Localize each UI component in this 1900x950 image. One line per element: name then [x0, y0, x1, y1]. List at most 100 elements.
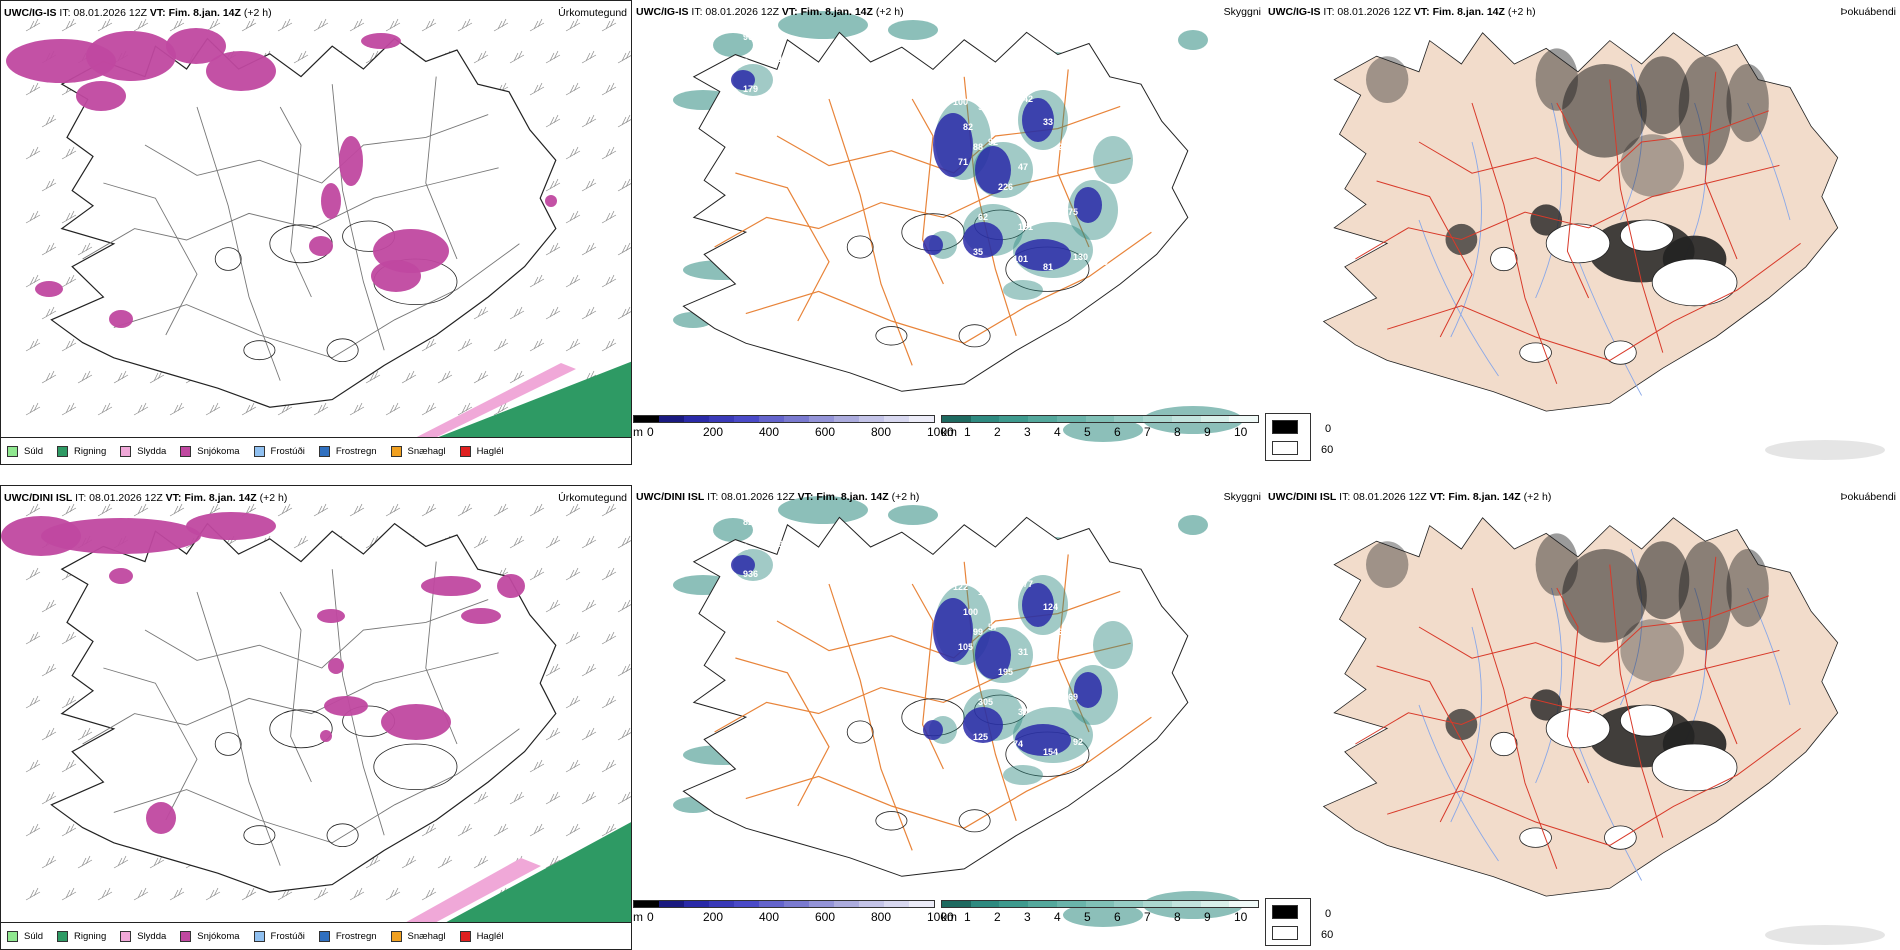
river-line [1535, 102, 1563, 299]
fog-legend-row [1272, 441, 1310, 455]
road-line [1376, 665, 1473, 823]
glacier-outline [326, 823, 359, 848]
wind-barb [61, 146, 77, 160]
road-line [1556, 587, 1590, 784]
wind-barb [133, 503, 149, 517]
road-line [1057, 69, 1090, 248]
wind-barb [365, 370, 381, 384]
wind-barb [205, 18, 221, 32]
cloud-base-area [731, 555, 755, 575]
visibility-tick: 1 [964, 910, 971, 924]
glacier-outline [1619, 704, 1674, 737]
wind-barb [25, 18, 41, 32]
glacier-outline [1490, 246, 1518, 272]
iceland-outline [50, 37, 557, 408]
cloud-base-value: 97 [1013, 202, 1023, 212]
colorbar-cell [834, 901, 859, 907]
init-time: IT: 08.01.2026 12Z [1336, 491, 1430, 503]
road-line [714, 157, 1131, 248]
wind-barb [509, 535, 525, 549]
road-line [113, 728, 520, 844]
wind-barb [493, 402, 509, 416]
cloud-base-value: 124 [1043, 602, 1058, 612]
legend-swatch [253, 930, 265, 942]
wind-barb [421, 887, 437, 901]
precip-legend: Súld Rigning Slydda Snjókoma Frostúði Frostre… [1, 922, 631, 949]
visibility-panel: 827 141 218 99 936 122 108 82 77 100 124 63 99 57 105 3… [633, 485, 1265, 950]
fog-indicator-panel: UWC/IG-IS IT: 08.01.2026 12Z VT: Fim. 8.… [1265, 0, 1900, 465]
valid-time: Fim. 8.jan. 14Z [816, 491, 889, 503]
fog-area [1620, 619, 1684, 682]
colorbar-cell [1056, 901, 1086, 907]
visibility-tick: 10 [1234, 425, 1248, 439]
road-line [1387, 727, 1801, 846]
fog-area [1530, 689, 1563, 721]
snow-area [317, 609, 345, 623]
snow-area [545, 195, 557, 207]
road-line [103, 667, 198, 821]
legend-item: Snæhagl [390, 930, 446, 942]
wind-barb [581, 791, 597, 805]
panel-header: UWC/IG-IS IT: 08.01.2026 12Z VT: Fim. 8.… [4, 7, 272, 19]
wind-barb [565, 823, 581, 837]
fog-swatch-black [1272, 905, 1298, 919]
wind-barb [581, 306, 597, 320]
legend-swatch [57, 930, 69, 942]
colorbar-cell [1085, 901, 1115, 907]
legend-item: Súld [7, 930, 44, 942]
cloud-base-value: 82 [1003, 589, 1013, 599]
legend-label: Slydda [137, 930, 167, 942]
colorbar-cell [859, 416, 884, 422]
wind-barb [565, 82, 581, 96]
glacier-outline [1604, 825, 1637, 850]
wind-barb [97, 887, 113, 901]
fog-legend-row [1272, 905, 1310, 919]
valid-time-label: VT: [165, 492, 185, 504]
legend-label: Rigning [74, 445, 107, 457]
visibility-colorbar [941, 900, 1259, 908]
cloud-base-value: 257 [1193, 390, 1208, 400]
colorbar-cell [1114, 901, 1144, 907]
road-line [331, 84, 385, 351]
fog-area [1562, 549, 1647, 643]
fog-area [1678, 541, 1732, 651]
wind-barb [457, 338, 473, 352]
cloud-base-area [1022, 98, 1054, 142]
colorbar-cell [1143, 416, 1172, 422]
cloud-base-value: 94 [978, 102, 988, 112]
road-line [714, 642, 1131, 733]
fog-legend [1265, 413, 1311, 461]
legend-swatch [253, 445, 265, 457]
snow-area [461, 608, 501, 624]
wind-barb [61, 823, 77, 837]
cloudbase-tick: 600 [815, 425, 836, 439]
legend-item: Rigning [57, 930, 106, 942]
road-line [1376, 180, 1473, 338]
legend-label: Súld [24, 930, 44, 942]
cloudbase-unit: m [633, 910, 643, 924]
iceland-outline [682, 516, 1189, 877]
cloud-base-value: 827 [743, 517, 758, 527]
init-time: IT: 08.01.2026 12Z [72, 492, 166, 504]
wind-barb [169, 402, 185, 416]
road-line [82, 167, 499, 260]
cloud-base-area [731, 70, 755, 90]
wind-barb [41, 663, 57, 677]
wind-barb [61, 887, 77, 901]
legend-swatch [7, 445, 18, 457]
cloud-base-value: 105 [958, 642, 973, 652]
legend-swatch [180, 445, 192, 457]
cloud-base-value: 76 [1093, 742, 1103, 752]
fog-swatch-white [1272, 926, 1298, 940]
wind-barb [581, 599, 597, 613]
wind-barb [545, 50, 561, 64]
wind-barb [617, 306, 631, 320]
visibility-area [713, 518, 753, 542]
river-line [1418, 219, 1499, 377]
wind-barb [545, 178, 561, 192]
wind-barb [545, 663, 561, 677]
legend-label: Snjókoma [197, 930, 240, 942]
wind-barb [41, 791, 57, 805]
cloud-base-area [975, 146, 1011, 194]
snow-area [320, 730, 332, 742]
